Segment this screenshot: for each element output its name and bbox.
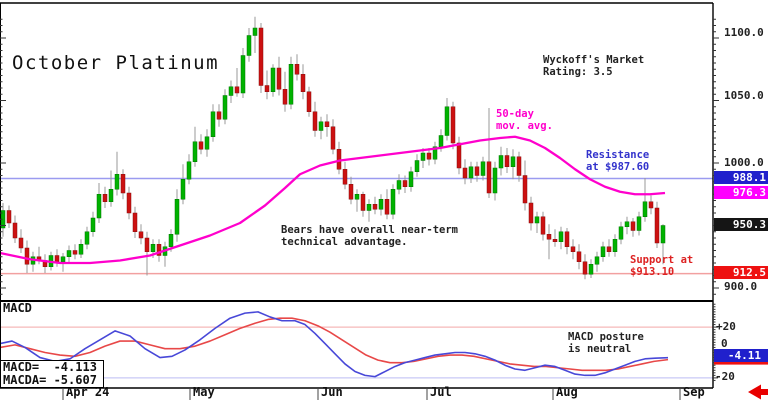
ma-badge: 976.3 bbox=[714, 186, 768, 199]
xtick-aug: Aug bbox=[556, 385, 578, 399]
resistance-label: Resistance at $987.60 bbox=[586, 149, 650, 173]
macd-legend: MACD= -4.113 MACDA= -5.607 bbox=[0, 360, 104, 388]
xtick-sep: Sep bbox=[683, 385, 705, 399]
price-label-900: 900.0 bbox=[724, 280, 758, 293]
bears-note: Bears have overall near-term technical a… bbox=[281, 224, 459, 248]
chart-title: October Platinum bbox=[12, 52, 220, 74]
price-label-1000: 1000.0 bbox=[724, 156, 764, 169]
support-badge: 912.5 bbox=[714, 266, 768, 279]
macd-curve bbox=[0, 311, 669, 378]
axis-ticks bbox=[0, 18, 719, 400]
xtick-may: May bbox=[193, 385, 215, 399]
macd-label-plus20: +20 bbox=[716, 320, 736, 333]
price-label-1100: 1100.0 bbox=[724, 26, 764, 39]
ma50-curve bbox=[0, 135, 666, 265]
macd-label-zero: 0 bbox=[721, 337, 728, 350]
xtick-jul: Jul bbox=[430, 385, 452, 399]
left-arrow-icon bbox=[748, 384, 768, 400]
macd-value: MACD= -4.113 bbox=[3, 360, 97, 374]
xtick-jun: Jun bbox=[321, 385, 343, 399]
macd-posture-note: MACD posture is neutral bbox=[568, 331, 644, 355]
resistance-badge: 988.1 bbox=[714, 171, 768, 184]
market-rating-note: Wyckoff's Market Rating: 3.5 bbox=[543, 54, 645, 78]
price-label-1050: 1050.0 bbox=[724, 89, 764, 102]
macda-value: MACDA= -5.607 bbox=[3, 373, 97, 387]
support-label: Support at $913.10 bbox=[630, 254, 694, 278]
xtick-apr: Apr 24 bbox=[66, 385, 110, 399]
macd-label-minus20: -20 bbox=[715, 370, 735, 383]
candles-group bbox=[0, 16, 666, 280]
macd-panel-title: MACD bbox=[3, 301, 32, 315]
macda-curve bbox=[0, 317, 669, 372]
macd-current-badge: -4.11 bbox=[714, 349, 768, 362]
macda-marker bbox=[714, 362, 768, 365]
chart-frame bbox=[0, 2, 714, 389]
ma-label: 50-day mov. avg. bbox=[496, 108, 553, 132]
last-price-badge: 950.3 bbox=[714, 218, 768, 231]
